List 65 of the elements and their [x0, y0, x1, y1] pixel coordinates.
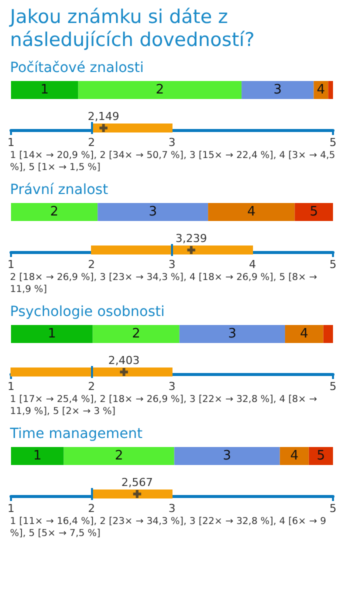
x-tick-label: 5 [330, 258, 336, 271]
bar [11, 325, 93, 343]
series-label: 5 [316, 448, 326, 464]
x-tick-label: 2 [88, 136, 95, 149]
series-label: 4 [300, 326, 308, 342]
x-tick-label: 1 [8, 380, 14, 393]
x-tick-label: 1 [8, 258, 14, 271]
text: 2,403 [108, 354, 140, 367]
bar [92, 325, 180, 343]
series-label: 4 [247, 204, 256, 220]
bar [78, 81, 242, 99]
chart-subtitle: Psychologie osobnosti [10, 304, 166, 320]
x-tick-label: 1 [8, 136, 14, 149]
chart-subtitle: Počítačové znalosti [10, 60, 145, 76]
bar [323, 325, 333, 343]
x-tick-label: 5 [330, 502, 336, 515]
bar [11, 203, 98, 221]
text: 2 [18× → 26,9 %], 3 [23× → 34,3 %], 4 [18× → 26,9 %], 5 [8× → 11,9 %] [10, 272, 318, 296]
text: 1 [14× → 20,9 %], 2 [34× → 50,7 %], 3 [15× → 22,4 %], 4 [3× → 4,5 %], 5 [1× → 1,5 %] [10, 150, 336, 174]
series-label: 2 [156, 82, 164, 98]
series-label: 4 [316, 82, 326, 98]
series-label: 4 [290, 448, 298, 464]
bar [11, 81, 78, 99]
text: 1 [11× → 16,4 %], 2 [23× → 34,3 %], 3 [22× → 32,8 %], 4 [6× → 9 %], 5 [5× → 7,5 %] [10, 516, 328, 540]
text: 3,239 [175, 232, 207, 245]
x-tick-label: 2 [88, 380, 95, 393]
text: 2,567 [121, 476, 153, 489]
bar [328, 81, 333, 99]
series-label: 3 [273, 82, 282, 98]
x-tick-label: 3 [168, 502, 176, 515]
bar [280, 447, 309, 465]
x-tick-label: 5 [330, 380, 336, 393]
chart-subtitle: Time management [10, 426, 144, 442]
bar [11, 447, 64, 465]
series-label: 3 [222, 448, 232, 464]
series-label: 2 [114, 448, 124, 464]
bar [308, 447, 333, 465]
series-label: 5 [310, 204, 318, 220]
bar [285, 325, 324, 343]
x-tick-label: 3 [168, 136, 176, 149]
bar [174, 447, 280, 465]
series-label: 1 [40, 82, 49, 98]
bar [294, 203, 333, 221]
series-label: 3 [228, 326, 236, 342]
series-label: 1 [33, 448, 42, 464]
x-tick-label: 3 [168, 380, 176, 393]
series-label: 1 [48, 326, 56, 342]
bar [242, 81, 314, 99]
text: 2,149 [88, 110, 120, 123]
bar [98, 203, 208, 221]
x-tick-label: 1 [8, 502, 14, 515]
bar [64, 447, 174, 465]
x-tick-label: 4 [249, 258, 256, 271]
x-tick-label: 5 [330, 136, 336, 149]
series-label: 3 [148, 204, 157, 220]
bar [208, 203, 295, 221]
x-tick-label: 2 [88, 502, 95, 515]
series-label: 2 [132, 326, 140, 342]
text: 1 [17× → 25,4 %], 2 [18× → 26,9 %], 3 [22× → 32,8 %], 4 [8× → 11,9 %], 5 [2× → 3 %] [10, 394, 318, 418]
chart-title: Jakou známku si dáte z následujících dovedností? [10, 6, 256, 52]
x-tick-label: 3 [168, 258, 176, 271]
x-tick-label: 2 [88, 258, 95, 271]
chart-subtitle: Právní znalost [10, 182, 110, 198]
bar [179, 325, 286, 343]
series-label: 2 [50, 204, 58, 220]
